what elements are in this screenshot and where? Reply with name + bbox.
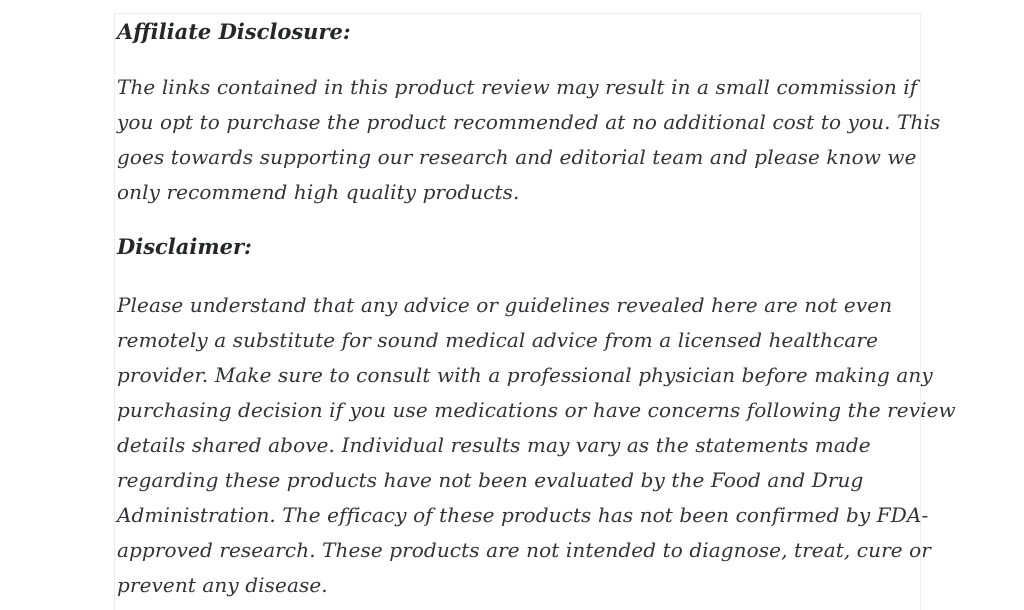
text-line: goes towards supporting our research and… <box>117 145 917 169</box>
text-line: Administration. The efficacy of these pr… <box>117 503 929 527</box>
text-line: The links contained in this product revi… <box>117 75 918 99</box>
disclaimer-heading: Disclaimer: <box>117 234 252 259</box>
text-line: purchasing decision if you use medicatio… <box>117 398 956 422</box>
text-line: prevent any disease. <box>117 573 328 597</box>
text-line: approved research. These products are no… <box>117 538 931 562</box>
text-line: you opt to purchase the product recommen… <box>117 110 941 134</box>
disclosure-panel: Affiliate Disclosure: The links containe… <box>114 13 956 610</box>
affiliate-disclosure-paragraph: The links contained in this product revi… <box>117 70 941 210</box>
text-line: remotely a substitute for sound medical … <box>117 328 879 352</box>
text-line: only recommend high quality products. <box>117 180 520 204</box>
affiliate-disclosure-heading: Affiliate Disclosure: <box>117 19 351 44</box>
text-line: provider. Make sure to consult with a pr… <box>117 363 933 387</box>
text-line: regarding these products have not been e… <box>117 468 864 492</box>
text-line: Please understand that any advice or gui… <box>117 293 893 317</box>
disclaimer-paragraph: Please understand that any advice or gui… <box>117 288 956 603</box>
text-line: details shared above. Individual results… <box>117 433 871 457</box>
